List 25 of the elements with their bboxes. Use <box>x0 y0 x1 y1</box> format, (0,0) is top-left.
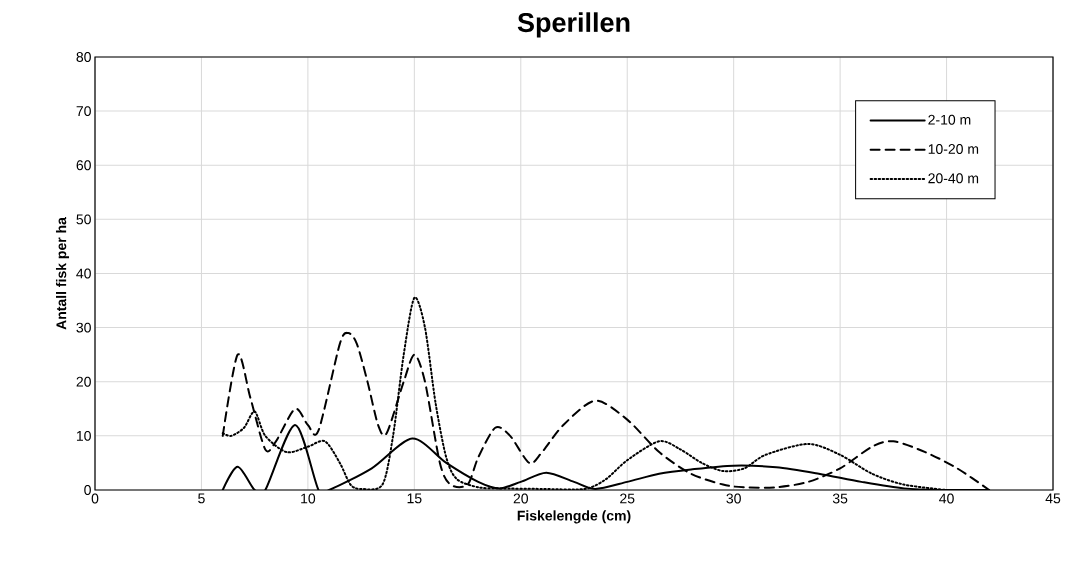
x-axis-title: Fiskelengde (cm) <box>517 510 631 524</box>
y-tick-label: 0 <box>84 485 91 495</box>
x-tick-label: 5 <box>198 493 205 504</box>
x-tick-label: 20 <box>513 493 529 504</box>
y-tick-label: 30 <box>76 322 91 333</box>
x-tick-label: 40 <box>939 493 954 504</box>
x-tick-label: 25 <box>620 493 635 504</box>
y-tick-label: 80 <box>76 52 91 62</box>
x-tick-label: 0 <box>91 493 99 504</box>
x-tick-label: 30 <box>726 493 741 504</box>
x-tick-label: 10 <box>301 493 316 504</box>
chart-title: Sperillen <box>517 12 630 38</box>
x-tick-label: 45 <box>1045 493 1061 504</box>
legend-label: 2-10 m <box>928 114 971 125</box>
x-tick-label: 15 <box>407 493 422 504</box>
y-tick-label: 60 <box>76 160 91 171</box>
y-tick-label: 50 <box>76 214 91 225</box>
y-tick-label: 20 <box>76 376 91 387</box>
y-tick-label: 70 <box>76 106 91 117</box>
y-tick-label: 40 <box>76 268 91 279</box>
legend-label: 10-20 m <box>928 144 979 154</box>
y-tick-label: 10 <box>76 430 91 441</box>
x-tick-label: 35 <box>832 493 848 504</box>
y-axis-title: Antall fisk per ha <box>55 217 70 330</box>
legend-label: 20-40 m <box>928 173 979 184</box>
